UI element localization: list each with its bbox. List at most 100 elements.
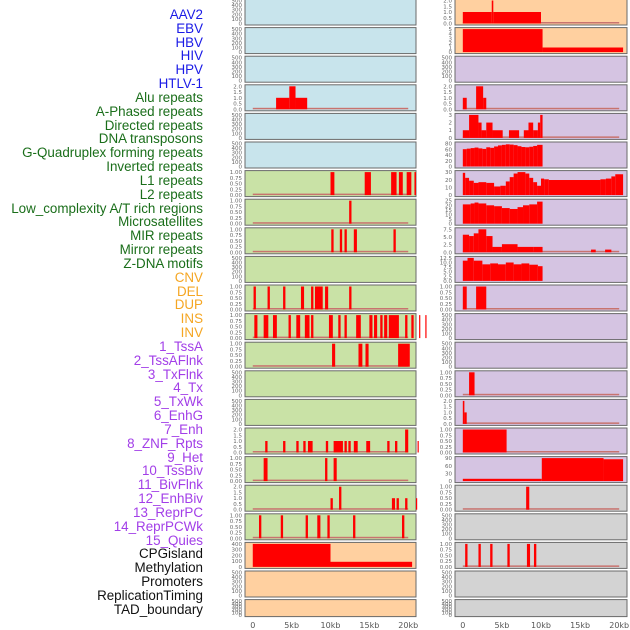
data-bar xyxy=(398,343,410,367)
y-tick-label: 25 xyxy=(445,199,452,205)
x-tick-label: 10kb xyxy=(321,621,341,630)
data-bar xyxy=(523,205,530,224)
data-bar xyxy=(462,478,542,482)
track-label: 10_TssBiv xyxy=(141,463,203,479)
y-tick-label: 2.5 xyxy=(443,243,452,249)
y-tick-label: 2.0 xyxy=(233,84,242,90)
y-tick-label: 0.75 xyxy=(230,519,243,525)
baseline-line xyxy=(252,222,409,224)
data-bar xyxy=(391,498,396,510)
data-bar xyxy=(280,515,284,539)
y-tick-label: 300 xyxy=(442,65,453,71)
track-label: Methylation xyxy=(134,560,203,576)
y-tick-label: 0 xyxy=(239,565,243,571)
data-bar xyxy=(384,315,388,339)
track-label: 1_TssA xyxy=(159,338,203,354)
x-tick-label: 15kb xyxy=(570,621,590,630)
track-panel xyxy=(244,570,417,598)
track-panel xyxy=(244,84,417,112)
data-bar xyxy=(478,148,483,167)
y-tick-label: 200 xyxy=(232,155,243,161)
y-tick-label: 400 xyxy=(232,60,243,66)
track-panel xyxy=(244,599,417,618)
y-tick-label: 0.25 xyxy=(440,445,453,451)
y-tick-label: 1.00 xyxy=(230,342,243,348)
y-tick-label: 1.0 xyxy=(443,96,452,102)
y-tick-label: 5 xyxy=(449,217,453,223)
y-tick-label: 300 xyxy=(232,605,243,611)
y-tick-label: 0.0 xyxy=(443,422,452,428)
y-tick-label: 100 xyxy=(232,131,243,137)
y-tick-label: 0.0 xyxy=(233,451,242,457)
baseline-line xyxy=(252,479,409,482)
y-tick-label: 300 xyxy=(232,265,243,271)
data-bar xyxy=(327,515,330,539)
track-label: 13_ReprPC xyxy=(133,504,203,520)
y-tick-label: 300 xyxy=(232,122,243,128)
data-bar xyxy=(462,260,468,281)
y-tick-label: 100 xyxy=(232,46,243,52)
y-tick-label: 500 xyxy=(232,113,243,119)
y-tick-label: 0.0 xyxy=(443,107,452,113)
track-label: 2_TssAFlnk xyxy=(133,352,203,368)
y-tick-label: 400 xyxy=(232,32,243,38)
data-bar xyxy=(486,182,495,196)
y-tick-label: 0.25 xyxy=(440,559,453,565)
y-tick-label: 1.0 xyxy=(233,496,242,502)
data-bar xyxy=(476,286,487,310)
data-bar xyxy=(462,29,543,53)
data-bar xyxy=(465,543,468,567)
y-tick-label: 1.0 xyxy=(233,96,242,102)
y-tick-label: 100 xyxy=(442,360,453,366)
track-label: EBV xyxy=(176,20,203,36)
data-bar xyxy=(469,236,474,253)
y-tick-label: 1.00 xyxy=(440,285,453,291)
y-tick-label: 0.25 xyxy=(230,245,243,251)
data-bar xyxy=(296,441,299,453)
data-bar xyxy=(330,172,335,196)
x-tick-label: 15kb xyxy=(359,621,379,630)
y-tick-label: 0 xyxy=(239,50,243,56)
y-tick-label: 100 xyxy=(232,417,243,423)
y-tick-label: 1.00 xyxy=(440,542,453,548)
data-bar xyxy=(252,543,331,567)
track-label: 7_Enh xyxy=(164,421,203,437)
data-bar xyxy=(339,229,343,253)
data-bar xyxy=(462,400,465,424)
y-tick-label: 10 xyxy=(445,185,452,191)
y-tick-label: 100 xyxy=(442,332,453,338)
data-bar xyxy=(348,441,351,453)
data-bar xyxy=(491,0,494,24)
track-label: Microsatellites xyxy=(118,214,203,230)
baseline-line xyxy=(252,107,409,110)
data-bar xyxy=(391,172,397,196)
y-tick-label: 1.00 xyxy=(230,456,243,462)
data-bar xyxy=(525,173,530,196)
track-panel xyxy=(244,198,417,226)
y-tick-label: 0.5 xyxy=(233,502,242,508)
y-tick-label: 400 xyxy=(232,3,243,9)
data-bar xyxy=(325,286,329,310)
data-bar xyxy=(411,315,414,339)
data-bar xyxy=(405,315,408,339)
y-tick-label: 2 xyxy=(449,121,453,127)
y-tick-label: 100 xyxy=(232,610,243,616)
track-label: HBV xyxy=(175,34,203,50)
y-tick-label: 100 xyxy=(232,17,243,23)
data-bar xyxy=(462,97,467,110)
data-bar xyxy=(465,177,470,196)
y-tick-label: 300 xyxy=(232,580,243,586)
y-tick-label: 0.75 xyxy=(230,204,243,210)
data-bar xyxy=(470,203,475,224)
baseline-line xyxy=(462,422,620,424)
y-tick-label: 0.25 xyxy=(230,302,243,308)
y-tick-label: 0.75 xyxy=(230,319,243,325)
data-bar xyxy=(498,264,506,281)
y-tick-label: 1.5 xyxy=(233,433,242,439)
y-tick-label: 300 xyxy=(442,523,453,529)
data-bar xyxy=(523,130,529,138)
y-tick-label: 1.0 xyxy=(233,439,242,445)
y-tick-label: 0.00 xyxy=(230,365,243,371)
data-bar xyxy=(330,498,333,510)
